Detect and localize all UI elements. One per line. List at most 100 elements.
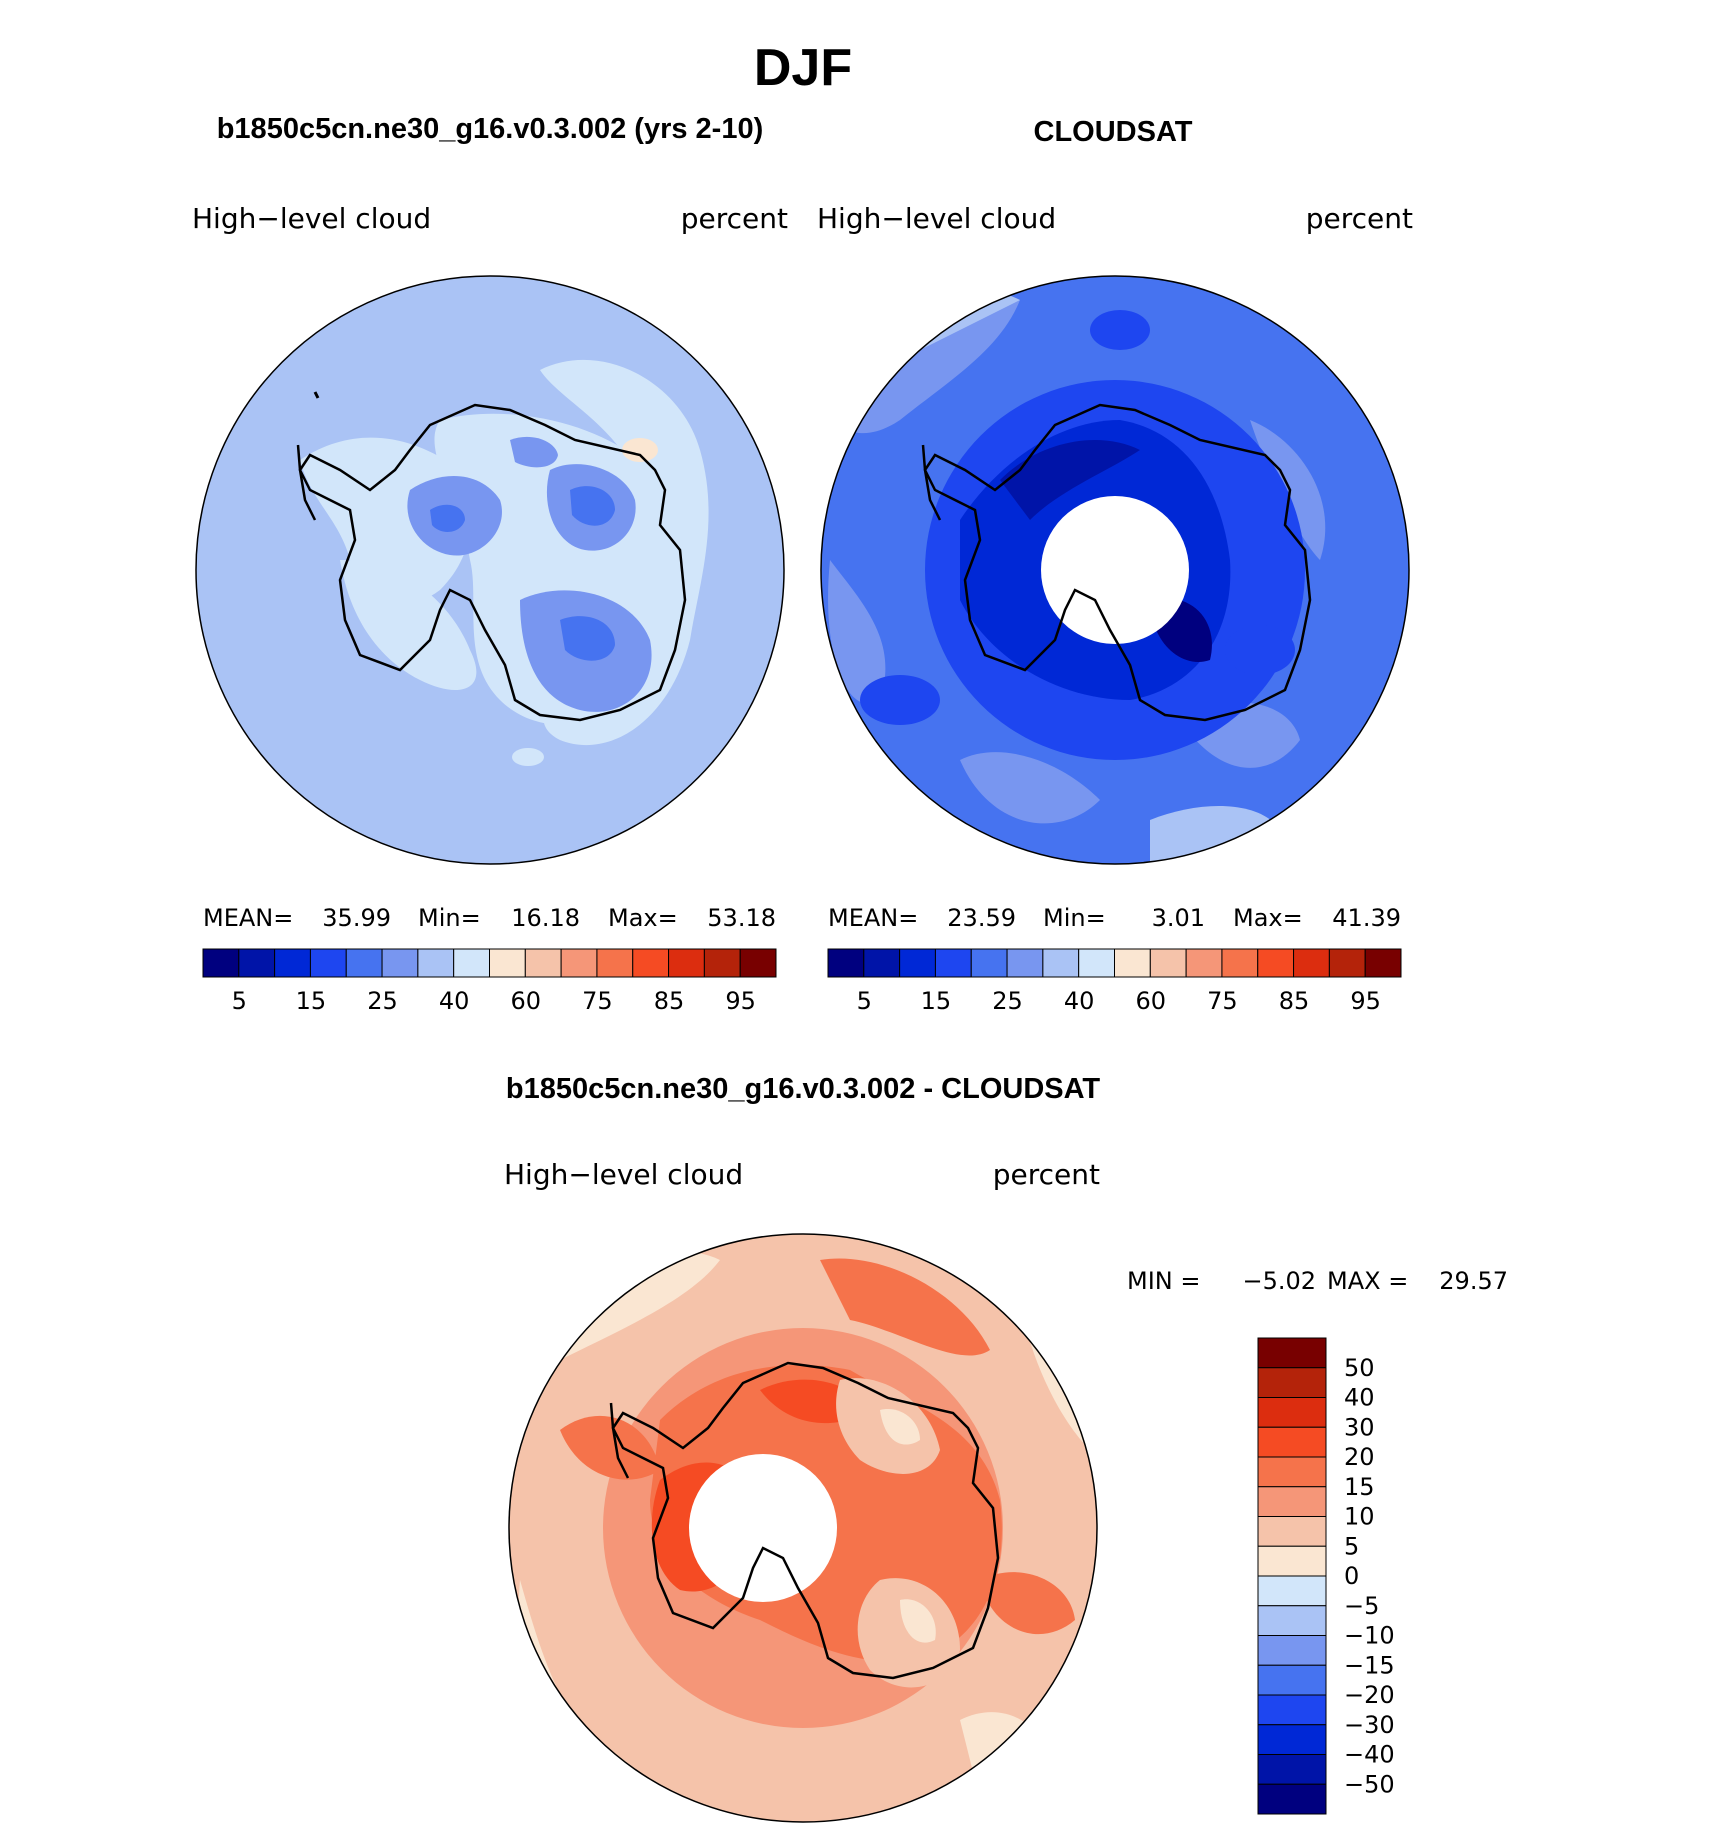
colorbar-tick-label: 20 bbox=[1344, 1443, 1375, 1471]
colorbar-tick-label: 5 bbox=[232, 987, 247, 1015]
colorbar-tick-label: −50 bbox=[1344, 1770, 1395, 1798]
colorbar-tick-label: 85 bbox=[654, 987, 685, 1015]
colorbar-swatch bbox=[345, 948, 383, 978]
colorbar-swatch bbox=[1185, 948, 1223, 978]
colorbar-swatch bbox=[1257, 1664, 1327, 1696]
colorbar-tick-label: −10 bbox=[1344, 1622, 1395, 1650]
obs-variable-label: High−level cloud bbox=[817, 202, 1056, 235]
colorbar-tick-label: −30 bbox=[1344, 1711, 1395, 1739]
colorbar-tick-label: −20 bbox=[1344, 1681, 1395, 1709]
obs-max-value: 41.39 bbox=[1332, 904, 1401, 932]
colorbar-tick-label: 40 bbox=[439, 987, 470, 1015]
colorbar-swatch bbox=[934, 948, 972, 978]
colorbar-swatch bbox=[1257, 1694, 1327, 1726]
page-title: DJF bbox=[754, 39, 852, 97]
colorbar-tick-label: 40 bbox=[1064, 987, 1095, 1015]
colorbar-tick-label: 75 bbox=[582, 987, 613, 1015]
colorbar-tick-label: 5 bbox=[1344, 1532, 1359, 1560]
model-max-label: Max= bbox=[608, 904, 678, 932]
colorbar-swatch bbox=[1257, 1397, 1327, 1428]
colorbar-swatch bbox=[863, 948, 901, 978]
colorbar-tick-label: 40 bbox=[1344, 1384, 1375, 1412]
colorbar-swatch bbox=[899, 948, 936, 978]
colorbar-tick-label: −15 bbox=[1344, 1651, 1395, 1679]
colorbar-swatch bbox=[1257, 1337, 1327, 1369]
colorbar-tick-label: 15 bbox=[296, 987, 327, 1015]
model-mean-value: 35.99 bbox=[322, 904, 391, 932]
colorbar-tick-label: 15 bbox=[1344, 1473, 1375, 1501]
obs-colorbar: 5 15 25 40 60 75 85 95 bbox=[827, 948, 1402, 1015]
colorbar-tick-label: 0 bbox=[1344, 1562, 1359, 1590]
diff-max-value: 29.57 bbox=[1439, 1267, 1508, 1295]
colorbar-swatch bbox=[1257, 1516, 1327, 1547]
colorbar-swatch bbox=[524, 948, 562, 978]
colorbar-tick-label: 30 bbox=[1344, 1413, 1375, 1441]
colorbar-swatch bbox=[1257, 1724, 1327, 1755]
colorbar-swatch bbox=[668, 948, 705, 978]
colorbar-swatch bbox=[970, 948, 1008, 978]
model-colorbar: 5 15 25 40 60 75 85 95 bbox=[202, 948, 777, 1015]
colorbar-swatch bbox=[381, 948, 419, 978]
obs-min-value: 3.01 bbox=[1152, 904, 1205, 932]
colorbar-swatch bbox=[1114, 948, 1151, 978]
model-heading: b1850c5cn.ne30_g16.v0.3.002 (yrs 2-10) bbox=[217, 113, 764, 145]
colorbar-swatch bbox=[1328, 948, 1366, 978]
colorbar-tick-label: 25 bbox=[992, 987, 1023, 1015]
colorbar-swatch bbox=[1042, 948, 1080, 978]
colorbar-tick-label: 25 bbox=[367, 987, 398, 1015]
colorbar-tick-label: −5 bbox=[1344, 1592, 1379, 1620]
obs-mean-label: MEAN= bbox=[828, 904, 918, 932]
model-variable-label: High−level cloud bbox=[192, 202, 431, 235]
diff-max-label: MAX = bbox=[1327, 1267, 1408, 1295]
colorbar-swatch bbox=[1293, 948, 1330, 978]
colorbar-swatch bbox=[274, 948, 311, 978]
colorbar-swatch bbox=[632, 948, 670, 978]
model-max-value: 53.18 bbox=[707, 904, 776, 932]
colorbar-swatch bbox=[827, 948, 865, 978]
diff-units-label: percent bbox=[993, 1158, 1100, 1191]
colorbar-tick-label: 95 bbox=[1350, 987, 1381, 1015]
diff-map bbox=[509, 1234, 1097, 1822]
colorbar-swatch bbox=[1364, 948, 1402, 978]
model-map bbox=[196, 276, 784, 864]
obs-units-label: percent bbox=[1306, 202, 1413, 235]
obs-mean-value: 23.59 bbox=[947, 904, 1016, 932]
diff-min-label: MIN = bbox=[1127, 1267, 1200, 1295]
colorbar-swatch bbox=[1257, 1367, 1327, 1398]
diff-variable-label: High−level cloud bbox=[504, 1158, 743, 1191]
colorbar-swatch bbox=[1149, 948, 1187, 978]
colorbar-swatch bbox=[453, 948, 490, 978]
colorbar-swatch bbox=[1257, 1575, 1327, 1607]
colorbar-swatch bbox=[238, 948, 276, 978]
colorbar-swatch bbox=[202, 948, 240, 978]
colorbar-swatch bbox=[1078, 948, 1115, 978]
colorbar-swatch bbox=[1257, 1754, 1327, 1785]
colorbar-swatch bbox=[1257, 1426, 1327, 1458]
model-units-label: percent bbox=[681, 202, 788, 235]
colorbar-swatch bbox=[1257, 1456, 1327, 1488]
model-min-label: Min= bbox=[418, 904, 481, 932]
colorbar-tick-label: 50 bbox=[1344, 1354, 1375, 1382]
colorbar-tick-label: 60 bbox=[511, 987, 542, 1015]
colorbar-tick-label: 15 bbox=[921, 987, 952, 1015]
colorbar-tick-label: 85 bbox=[1279, 987, 1310, 1015]
model-mean-label: MEAN= bbox=[203, 904, 293, 932]
model-min-value: 16.18 bbox=[511, 904, 580, 932]
colorbar-swatch bbox=[1006, 948, 1044, 978]
obs-max-label: Max= bbox=[1233, 904, 1303, 932]
colorbar-swatch bbox=[703, 948, 741, 978]
colorbar-swatch bbox=[1257, 1486, 1327, 1517]
colorbar-swatch bbox=[1257, 1545, 1327, 1577]
colorbar-swatch bbox=[1257, 1605, 1327, 1636]
obs-heading: CLOUDSAT bbox=[1034, 116, 1193, 148]
diff-heading: b1850c5cn.ne30_g16.v0.3.002 - CLOUDSAT bbox=[506, 1073, 1101, 1105]
colorbar-tick-label: 75 bbox=[1207, 987, 1238, 1015]
colorbar-swatch bbox=[1257, 1783, 1327, 1815]
colorbar-swatch bbox=[1257, 1635, 1327, 1666]
colorbar-swatch bbox=[417, 948, 455, 978]
colorbar-tick-label: 10 bbox=[1344, 1503, 1375, 1531]
colorbar-tick-label: 5 bbox=[857, 987, 872, 1015]
colorbar-swatch bbox=[309, 948, 347, 978]
